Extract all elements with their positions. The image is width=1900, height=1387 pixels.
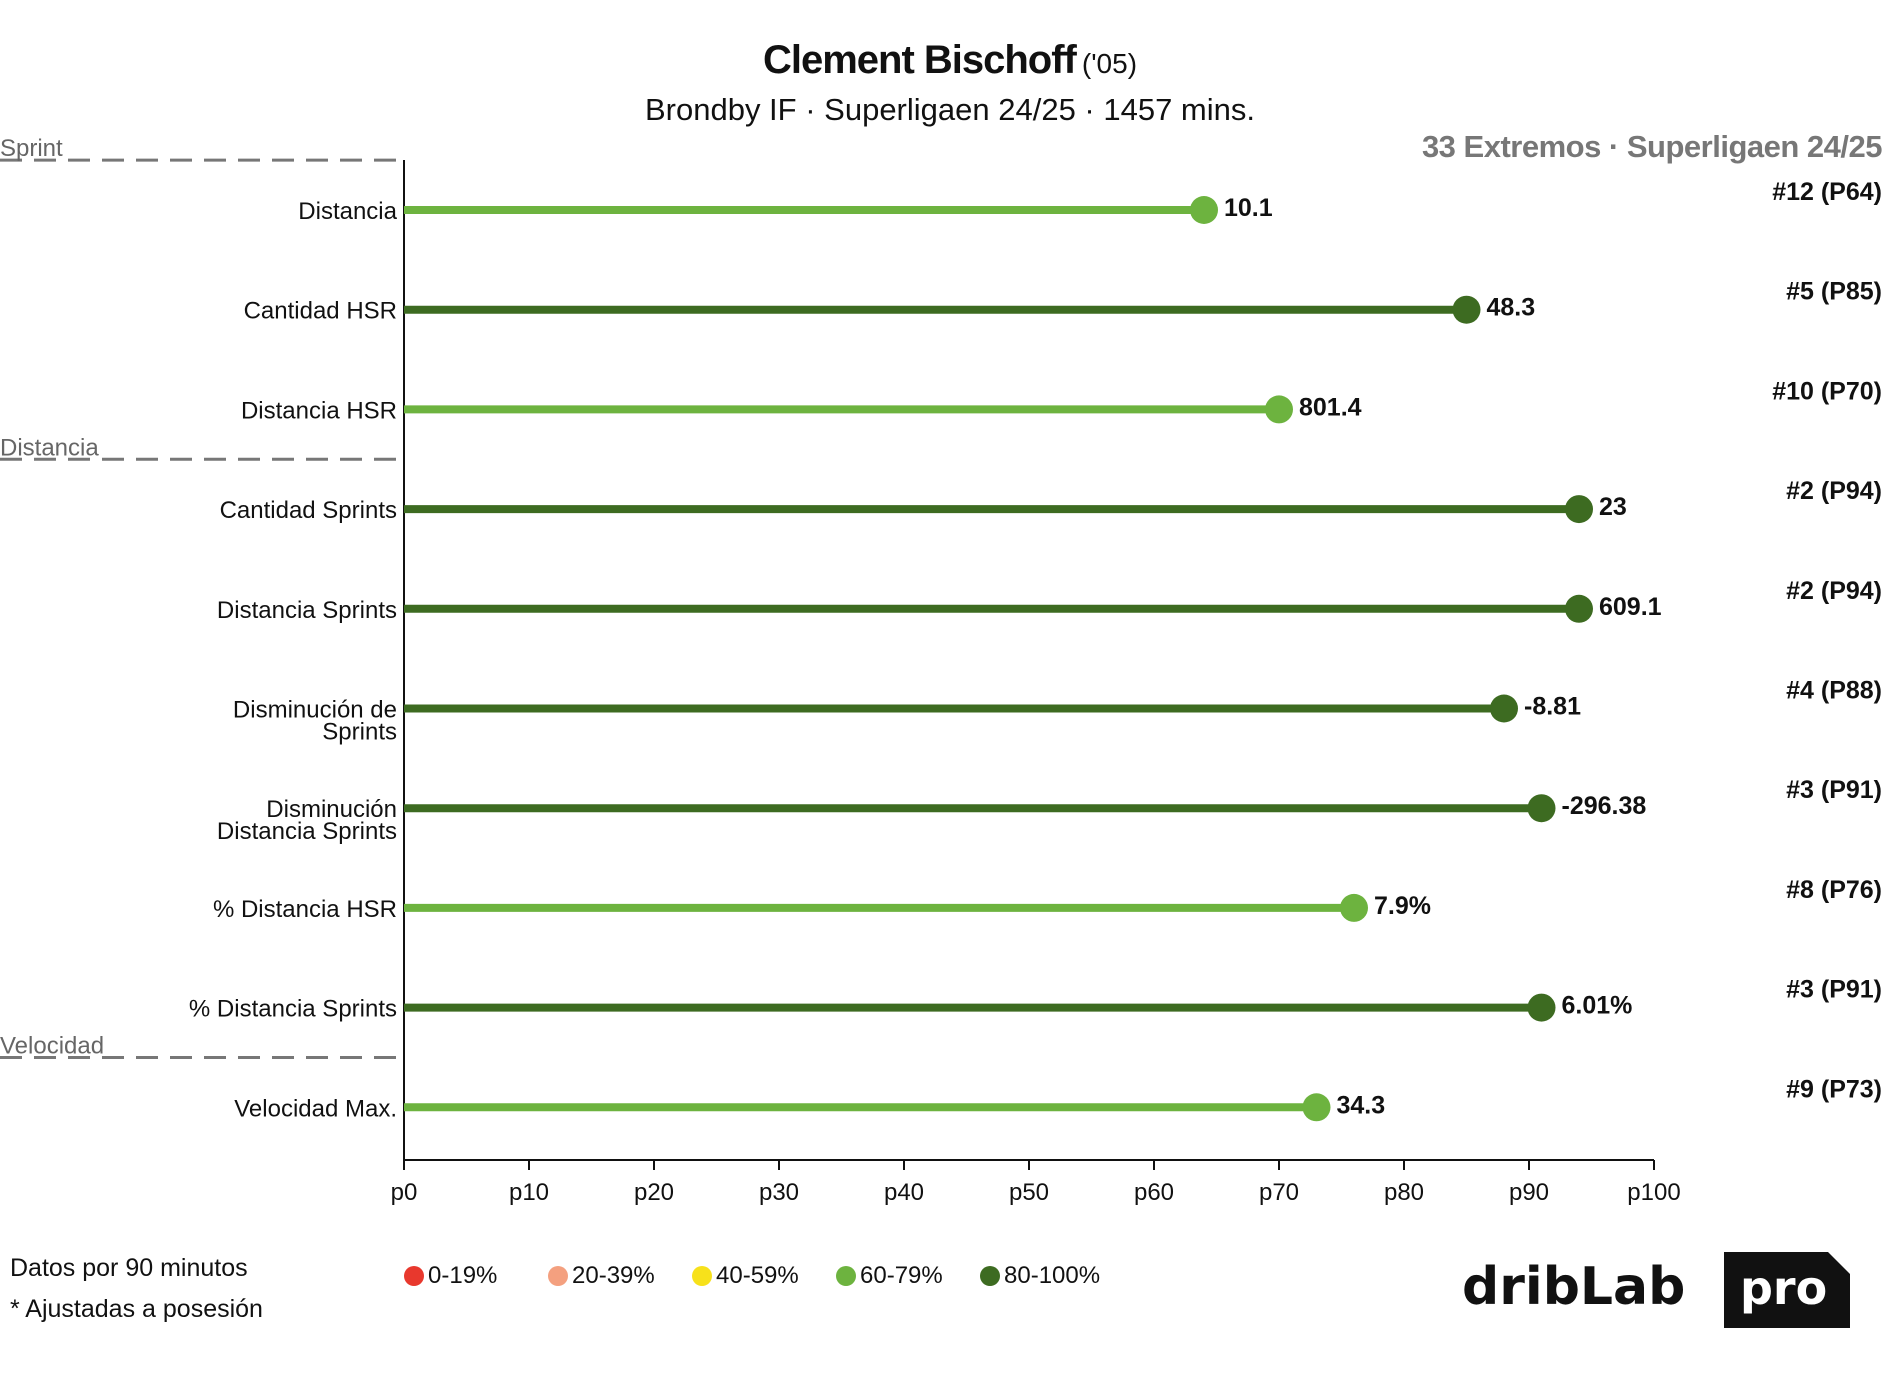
row-label: % Distancia Sprints — [189, 996, 397, 1023]
x-tick-label: p20 — [634, 1179, 674, 1206]
rank-label: #9 (P73) — [1786, 1075, 1882, 1103]
birth-year: ('05) — [1081, 48, 1138, 79]
row-label: Distancia — [298, 198, 397, 225]
row-label: % Distancia HSR — [213, 896, 397, 923]
x-tick-label: p60 — [1134, 1179, 1174, 1206]
legend-item: 0-19% — [404, 1262, 548, 1290]
legend-swatch — [980, 1266, 1000, 1286]
legend-swatch — [692, 1266, 712, 1286]
legend-label: 80-100% — [1004, 1262, 1101, 1289]
legend-swatch — [836, 1266, 856, 1286]
value-label: 7.9% — [1374, 892, 1431, 920]
legend-item: 20-39% — [548, 1262, 692, 1290]
bar-dot — [1565, 495, 1593, 524]
row-label-line: Cantidad HSR — [244, 298, 397, 325]
x-tick-label: p70 — [1259, 1179, 1299, 1206]
row-label-line: % Distancia Sprints — [189, 996, 397, 1023]
row-label: Velocidad Max. — [234, 1095, 397, 1122]
row-label-line: Cantidad Sprints — [220, 497, 397, 524]
row-label-line: Disminución — [266, 796, 397, 823]
rank-label: #12 (P64) — [1772, 178, 1882, 206]
logo-badge — [1724, 1252, 1850, 1328]
rank-label: #10 (P70) — [1772, 377, 1882, 405]
value-label: 801.4 — [1299, 393, 1362, 421]
row-label-line: % Distancia HSR — [213, 896, 397, 923]
x-tick-label: p90 — [1509, 1179, 1549, 1206]
group-label: Sprint — [0, 135, 63, 162]
rank-label: #5 (P85) — [1786, 278, 1882, 306]
group-label: Distancia — [0, 434, 99, 461]
legend-item: 80-100% — [980, 1262, 1124, 1290]
value-label: 48.3 — [1487, 294, 1536, 322]
value-label: -8.81 — [1524, 693, 1581, 721]
legend-swatch — [404, 1266, 424, 1286]
legend-swatch — [548, 1266, 568, 1286]
row-label-line: Velocidad Max. — [234, 1095, 397, 1122]
comparison-context: 33 Extremos · Superligaen 24/25 — [1421, 129, 1883, 164]
legend-label: 0-19% — [428, 1262, 498, 1289]
bar-dot — [1565, 594, 1593, 623]
value-label: 23 — [1599, 493, 1627, 521]
row-label-line: Disminución de — [233, 697, 397, 724]
bar-dot — [1527, 794, 1556, 823]
value-label: 6.01% — [1562, 992, 1633, 1020]
x-tick-label: p10 — [509, 1179, 549, 1206]
bar-dot — [1302, 1093, 1331, 1122]
rank-label: #2 (P94) — [1786, 477, 1882, 505]
rank-label: #3 (P91) — [1786, 776, 1882, 804]
row-label-line: Distancia — [298, 198, 397, 225]
value-label: 34.3 — [1337, 1091, 1386, 1119]
footer-note-possession: * Ajustadas a posesión — [10, 1295, 263, 1323]
logo-text-right: pro — [1740, 1261, 1827, 1315]
logo-text-left: dribLab — [1462, 1257, 1685, 1317]
value-label: 609.1 — [1599, 593, 1662, 621]
bar-dot — [1265, 395, 1293, 424]
row-label: Disminución de Sprints — [233, 697, 397, 746]
bar-dot — [1340, 893, 1368, 922]
row-label-line: Distancia Sprints — [217, 818, 397, 845]
group-label: Velocidad — [0, 1032, 104, 1059]
percentile-legend: 0-19% 20-39% 40-59% 60-79% 80-100% — [404, 1262, 1124, 1290]
x-tick-label: p50 — [1009, 1179, 1049, 1206]
x-tick-label: p40 — [884, 1179, 924, 1206]
bar-dot — [1452, 295, 1481, 324]
legend-item: 40-59% — [692, 1262, 836, 1290]
legend-label: 60-79% — [860, 1262, 943, 1289]
bar-dot — [1490, 694, 1518, 723]
footer-note-per90: Datos por 90 minutos — [10, 1254, 248, 1282]
bar-dot — [1527, 993, 1556, 1022]
value-label: 10.1 — [1224, 194, 1273, 222]
rank-label: #2 (P94) — [1786, 577, 1882, 605]
value-label: -296.38 — [1562, 792, 1647, 820]
rank-label: #4 (P88) — [1786, 677, 1882, 705]
player-name: Clement Bischoff — [762, 38, 1077, 82]
row-label: Distancia Sprints — [217, 597, 397, 624]
row-label: Cantidad HSR — [244, 298, 397, 325]
rank-label: #8 (P76) — [1786, 876, 1882, 904]
row-label: Distancia HSR — [241, 397, 397, 424]
x-tick-label: p30 — [759, 1179, 799, 1206]
x-tick-label: p80 — [1384, 1179, 1424, 1206]
row-label-line: Sprints — [322, 719, 397, 746]
chart-header: Clement Bischoff ('05) Brondby IF · Super… — [0, 36, 1900, 130]
legend-label: 40-59% — [716, 1262, 799, 1289]
driblab-pro-logo: dribLab pro — [1462, 1252, 1850, 1328]
legend-label: 20-39% — [572, 1262, 655, 1289]
row-label-line: Distancia Sprints — [217, 597, 397, 624]
rank-label: #3 (P91) — [1786, 976, 1882, 1004]
row-label-line: Distancia HSR — [241, 397, 397, 424]
row-label: Disminución Distancia Sprints — [217, 796, 397, 845]
title-line: Clement Bischoff ('05) — [0, 36, 1900, 88]
row-label: Cantidad Sprints — [220, 497, 397, 524]
legend-item: 60-79% — [836, 1262, 980, 1290]
x-tick-label: p0 — [391, 1179, 418, 1206]
subtitle: Brondby IF · Superligaen 24/25 · 1457 mi… — [644, 92, 1255, 127]
bar-dot — [1190, 196, 1218, 224]
x-tick-label: p100 — [1627, 1179, 1680, 1206]
